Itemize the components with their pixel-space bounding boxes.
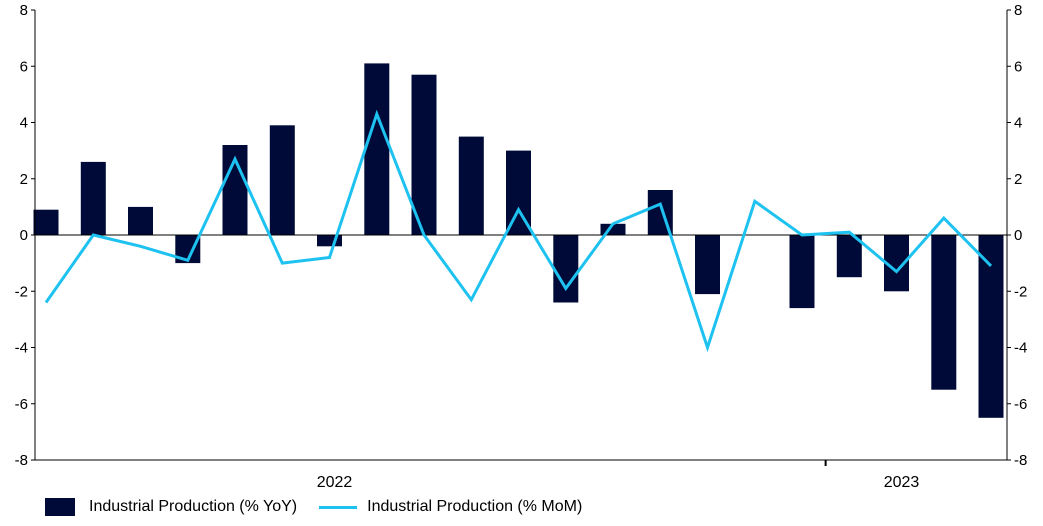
y-tick-label-right: 6	[1014, 58, 1022, 75]
bar-yoy-2023-03	[931, 235, 957, 390]
year-label-2023: 2023	[884, 474, 920, 490]
bar-yoy-2022-12	[789, 235, 815, 309]
y-tick-label-right: 2	[1014, 171, 1022, 188]
y-tick-label-left: 4	[20, 115, 28, 132]
bar-yoy-2021-10	[128, 206, 153, 235]
legend-label-mom: Industrial Production (% MoM)	[367, 498, 583, 515]
bar-yoy-2023-01	[836, 235, 862, 278]
y-tick-label-left: -8	[15, 452, 28, 469]
bar-yoy-2023-04	[978, 235, 1004, 418]
bar-yoy-2021-08	[33, 209, 59, 235]
bar-yoy-2021-09	[80, 161, 106, 235]
y-tick-label-left: 6	[20, 58, 28, 75]
y-tick-label-right: -2	[1014, 283, 1027, 300]
y-tick-label-left: -4	[15, 340, 28, 357]
y-tick-label-left: -6	[15, 396, 28, 413]
bar-yoy-2022-01	[269, 125, 295, 235]
bar-yoy-2022-02	[317, 235, 342, 247]
y-tick-label-left: 8	[20, 2, 28, 19]
bar-yoy-2022-05	[458, 136, 484, 235]
y-tick-label-right: -8	[1014, 452, 1027, 469]
legend-item-mom: Industrial Production (% MoM)	[319, 498, 582, 516]
y-tick-label-right: -6	[1014, 396, 1027, 413]
bar-yoy-2022-04	[411, 74, 437, 235]
bar-yoy-2022-03	[364, 63, 390, 236]
y-tick-label-right: 0	[1014, 227, 1022, 244]
y-tick-label-left: 2	[20, 171, 28, 188]
y-tick-label-right: 8	[1014, 2, 1022, 19]
y-tick-label-left: 0	[20, 227, 28, 244]
legend: Industrial Production (% YoY) Industrial…	[45, 498, 604, 516]
bar-yoy-2022-08	[600, 223, 626, 236]
y-tick-label-right: -4	[1014, 340, 1027, 357]
bar-yoy-2022-10	[695, 235, 720, 295]
bar-yoy-2022-07	[553, 235, 579, 303]
legend-swatch-mom	[319, 505, 358, 509]
year-label-2022: 2022	[317, 474, 353, 490]
chart: -8 -8 -6 -6 -4 -4 -2 -2 0 0 2 2 4 4 6 6 8 8 2022 2023	[15, 2, 1028, 490]
y-tick-label-right: 4	[1014, 115, 1022, 132]
legend-swatch-yoy	[45, 498, 75, 516]
y-tick-label-left: -2	[15, 283, 28, 300]
legend-label-yoy: Industrial Production (% YoY)	[89, 498, 298, 515]
legend-item-yoy: Industrial Production (% YoY)	[45, 498, 297, 516]
